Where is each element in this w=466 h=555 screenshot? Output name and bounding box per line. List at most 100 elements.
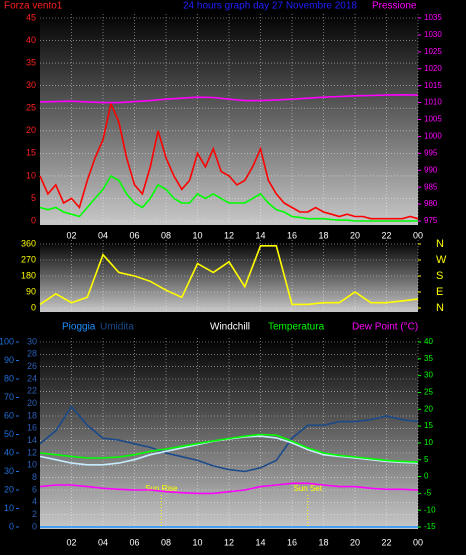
y2-tick-label: 20 [424,404,433,413]
y-tick-label: 10 [4,503,14,513]
x-tick-label: 10 [192,230,202,240]
y-tick-label: 90 [26,286,36,296]
y-inner-tick-label: 16 [27,423,37,433]
x-tick-label: 14 [255,230,265,240]
y2-tick-label: 1035 [424,13,442,22]
x-tick-label: 10 [192,537,202,547]
y2-tick-label: 40 [424,337,433,346]
y2-tick-label: 25 [424,388,433,397]
y-tick-label: 80 [4,373,14,383]
legend-entry: Temperatura [268,322,325,333]
y-inner-tick-label: 10 [27,460,37,470]
y-inner-tick-label: 20 [27,398,37,408]
y-inner-tick-label: 18 [27,410,37,420]
x-tick-label: 20 [350,230,360,240]
series-line [39,101,419,220]
y-tick-label: 20 [4,484,14,494]
x-tick-label: 04 [98,537,108,547]
x-tick-label: 16 [287,537,297,547]
y-tick-label: 0 [9,521,14,531]
y-tick-label: 5 [31,193,36,203]
y2-tick-label: W [436,254,447,266]
legend-entry: Dew Point (°C) [352,322,418,333]
y-tick-label: 20 [26,125,36,135]
y2-tick-label: N [436,302,444,314]
x-tick-label: 00 [413,230,423,240]
y-inner-tick-label: 30 [27,336,37,346]
y-tick-label: 60 [4,410,14,420]
x-tick-label: 12 [224,537,234,547]
y-tick-label: 25 [26,103,36,113]
y2-tick-label: 0 [424,472,429,481]
y-tick-label: 15 [26,148,36,158]
y2-tick-label: 1025 [424,47,442,56]
y2-tick-label: 985 [424,182,438,191]
y-tick-label: 35 [26,57,36,67]
x-tick-label: 20 [350,537,360,547]
y-inner-tick-label: 14 [27,435,37,445]
y-tick-label: 50 [4,429,14,439]
y-tick-label: 70 [4,392,14,402]
y-inner-tick-label: 4 [32,497,37,507]
x-tick-label: 14 [255,537,265,547]
x-tick-label: 08 [161,230,171,240]
x-tick-label: 18 [318,230,328,240]
annotation-label: Sun Rise [145,484,178,493]
series-line [39,174,418,222]
y2-tick-label: E [436,286,443,298]
y-inner-tick-label: 2 [32,509,37,519]
y-inner-tick-label: 0 [32,521,37,531]
y-tick-label: 0 [31,302,36,312]
x-tick-label: 22 [381,537,391,547]
series-line [39,482,419,495]
x-tick-label: 16 [287,230,297,240]
y2-tick-label: 1020 [424,64,442,73]
y-inner-tick-label: 26 [27,361,37,371]
y2-tick-label: -5 [424,488,432,497]
legend-entry: Umidita [100,322,134,333]
y2-tick-label: -15 [424,522,436,531]
y-tick-label: 40 [26,35,36,45]
y-tick-label: 30 [4,466,14,476]
x-tick-label: 06 [129,537,139,547]
x-tick-label: 00 [413,537,423,547]
series-line [39,245,419,306]
x-tick-label: 04 [98,230,108,240]
y-inner-tick-label: 6 [32,484,37,494]
panel-wind-bg [40,12,418,225]
x-tick-label: 12 [224,230,234,240]
y-tick-label: 360 [21,238,36,248]
y-inner-tick-label: 24 [27,373,37,383]
series-line [39,405,419,473]
y-axis-label: Forza vento1 [4,1,63,12]
y2-tick-label: 15 [424,421,433,430]
y2-tick-label: 10 [424,438,433,447]
y-tick-label: 100 [0,336,14,346]
y2-axis-label: Pressione [372,1,417,12]
y-inner-tick-label: 22 [27,386,37,396]
y2-tick-label: 5 [424,455,429,464]
y-inner-tick-label: 28 [27,349,37,359]
y2-tick-label: 995 [424,148,438,157]
y2-tick-label: 30 [424,371,433,380]
legend-entry: Windchill [210,322,250,333]
y2-tick-label: 1030 [424,30,442,39]
chart-title: 24 hours graph day 27 Novembre 2018 [183,1,357,12]
series-line [39,93,419,104]
y2-tick-label: 1015 [424,81,442,90]
y2-tick-label: 1000 [424,132,442,141]
x-tick-label: 06 [129,230,139,240]
y2-tick-label: 1005 [424,115,442,124]
y-inner-tick-label: 12 [27,447,37,457]
annotation-label: Sun Set [294,484,323,493]
y-tick-label: 45 [26,12,36,22]
x-tick-label: 08 [161,537,171,547]
y2-tick-label: 35 [424,354,433,363]
y-tick-label: 10 [26,170,36,180]
legend-entry: Pioggia [62,322,96,333]
y-inner-tick-label: 8 [32,472,37,482]
y-tick-label: 180 [21,270,36,280]
y2-tick-label: N [436,238,444,250]
x-tick-label: 02 [66,230,76,240]
